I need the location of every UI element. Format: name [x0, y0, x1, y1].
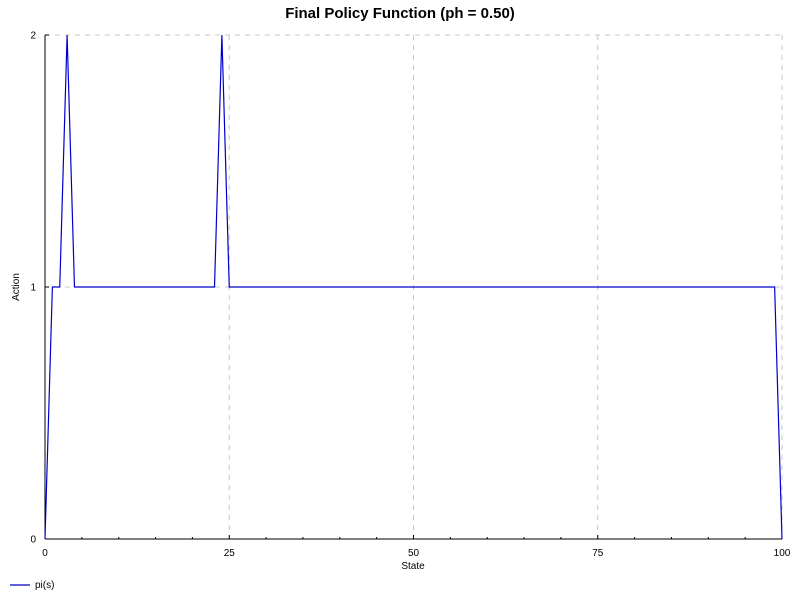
chart-title: Final Policy Function (ph = 0.50) — [285, 5, 515, 22]
x-tick-label: 25 — [224, 548, 236, 559]
series-layer — [44, 34, 783, 540]
y-tick-label: 2 — [30, 31, 36, 42]
legend-label: pi(s) — [35, 580, 54, 591]
x-axis-label: State — [401, 561, 425, 572]
y-axis-label: Action — [11, 273, 22, 301]
legend: pi(s) — [10, 580, 54, 591]
x-tick-label: 100 — [774, 548, 791, 559]
y-tick-label: 0 — [30, 535, 36, 546]
y-tick-label: 1 — [30, 283, 36, 294]
series-line-pi — [44, 34, 783, 540]
x-tick-label: 0 — [42, 548, 48, 559]
tick-labels: 0 25 50 75 100 0 1 2 — [30, 31, 790, 560]
x-tick-label: 50 — [408, 548, 420, 559]
axes — [44, 34, 783, 540]
x-tick-label: 75 — [592, 548, 604, 559]
